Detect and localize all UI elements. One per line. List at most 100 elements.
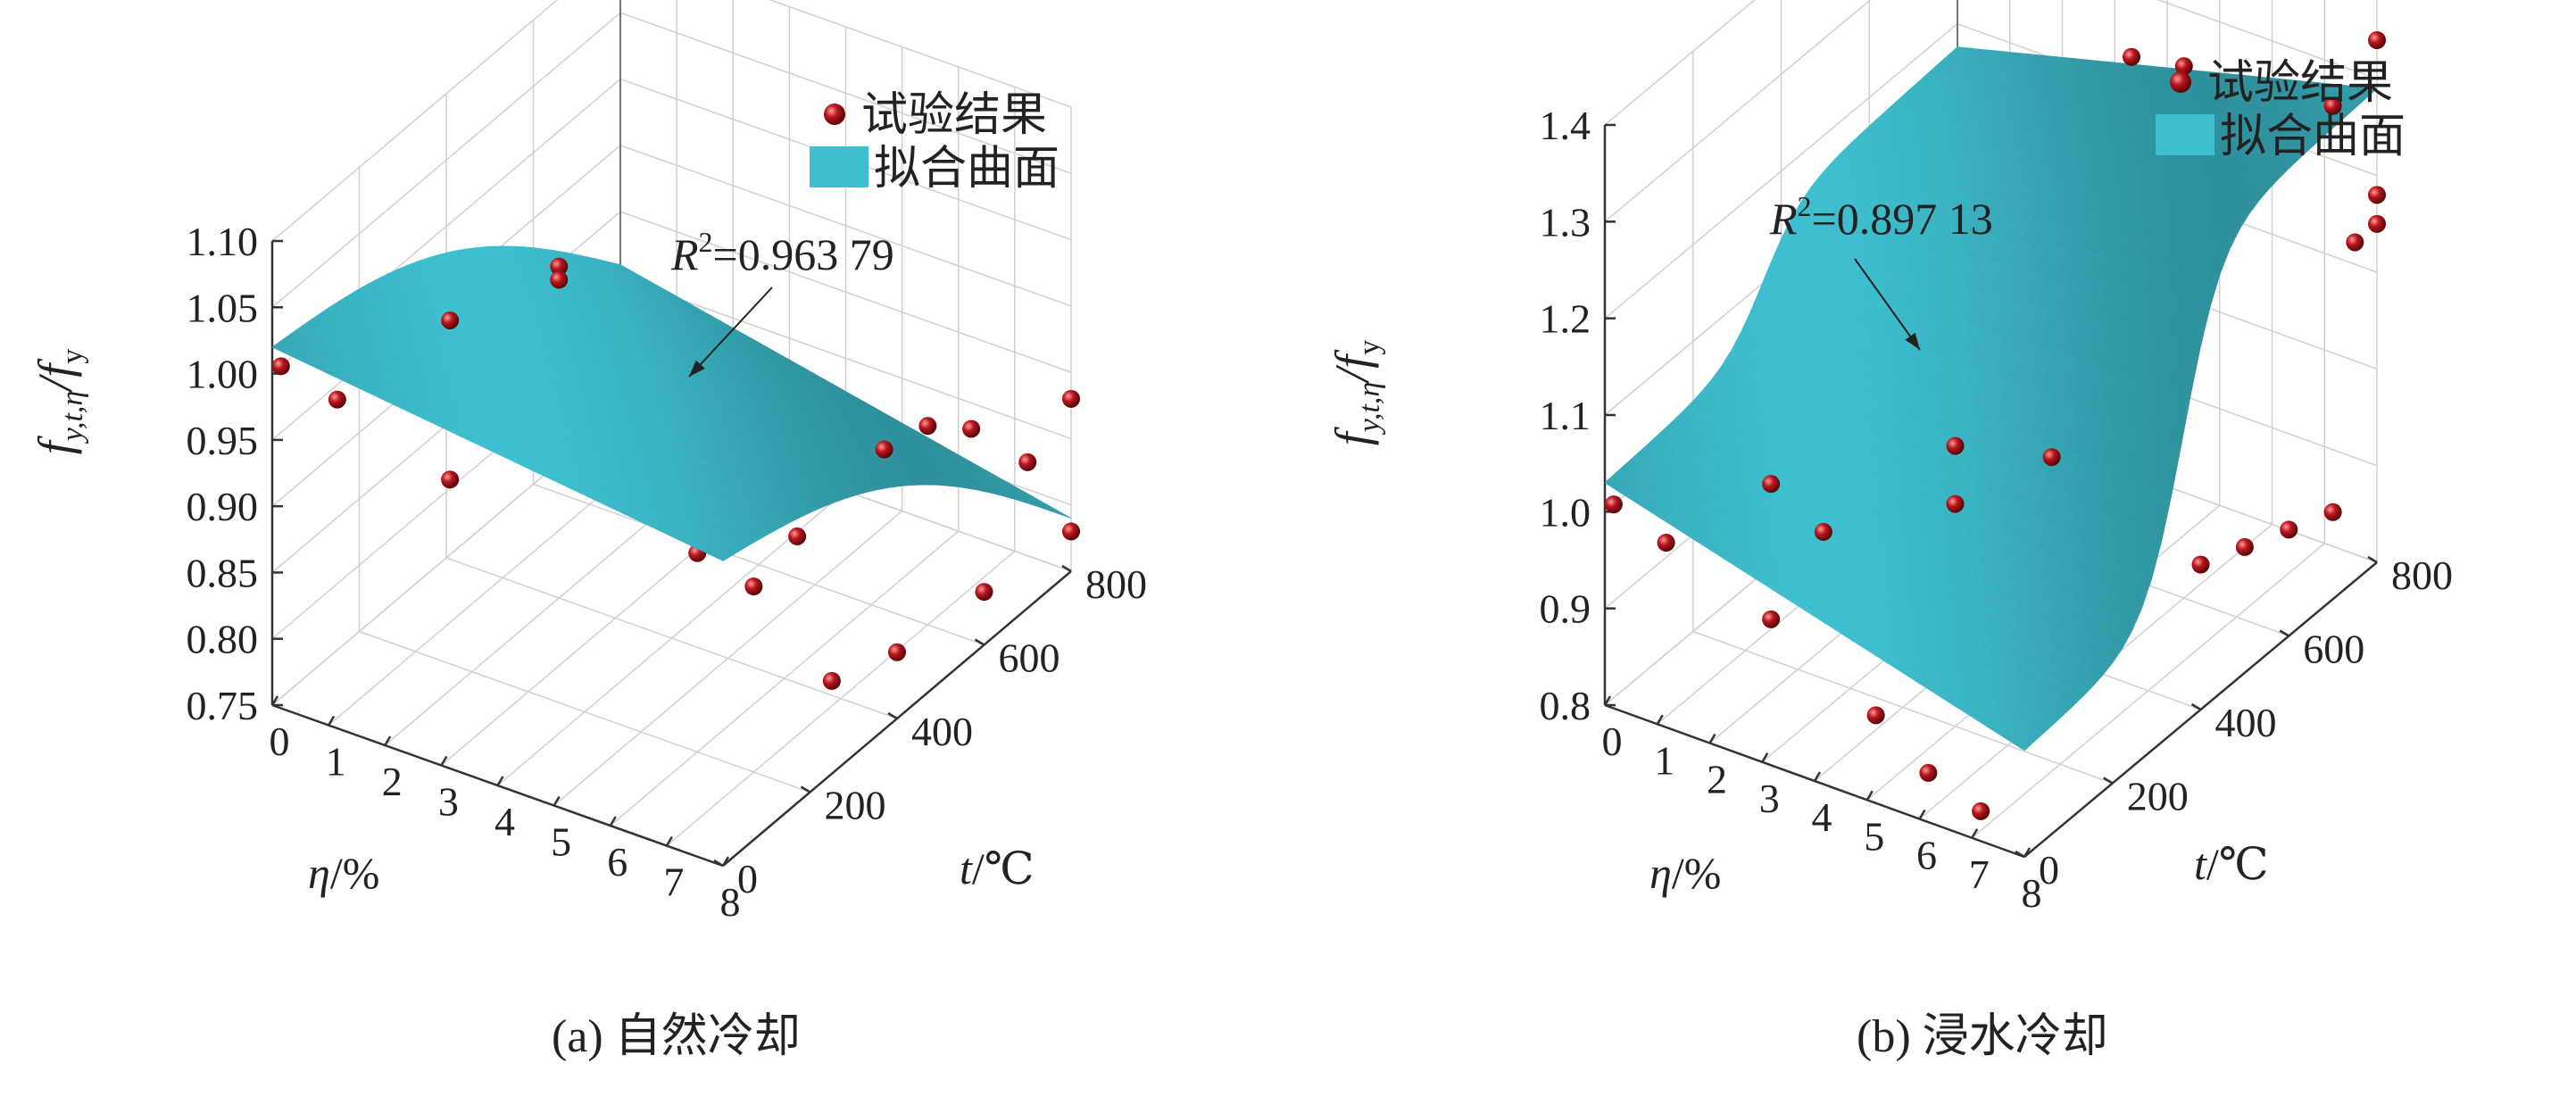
data-point [2368, 31, 2386, 49]
fitted-surface [1604, 46, 2378, 752]
data-point [2323, 96, 2342, 115]
surface-patch [1048, 507, 1072, 519]
eta-tick [1708, 733, 1716, 744]
t-tick-label: 600 [999, 636, 1060, 681]
data-point [1919, 763, 1938, 782]
r2-annotation: R2=0.963 79 [670, 226, 894, 279]
legend-points-label: 试验结果 [2207, 56, 2393, 110]
legend-surface-label: 拟合曲面 [2220, 110, 2406, 163]
eta-tick [440, 755, 448, 767]
data-point [550, 257, 569, 276]
t-tick [800, 785, 811, 793]
t-axis-title: t/℃ [2194, 839, 2269, 889]
data-point [1972, 802, 1990, 820]
eta-tick-label: 7 [663, 860, 684, 905]
eta-unit: /% [330, 848, 380, 898]
data-point [1946, 436, 1965, 455]
legend-point-marker [824, 104, 845, 125]
t-tick [2279, 629, 2289, 637]
t-tick-label: 800 [2391, 552, 2453, 598]
eta-tick-label: 6 [607, 839, 627, 885]
data-point [1657, 534, 1675, 552]
t-axis-title: t/℃ [960, 843, 1035, 893]
grid-line [359, 630, 810, 793]
data-point [1946, 494, 1965, 513]
z-tick-label: 1.2 [1540, 296, 1591, 342]
legend-point-marker [2170, 71, 2191, 93]
eta-tick [328, 715, 336, 727]
data-point [2174, 57, 2193, 76]
eta-unit: /% [1672, 848, 1722, 898]
ylabel-sub2: y [1353, 340, 1386, 355]
ylabel-sub: y,t,η [1353, 382, 1386, 436]
annotation-arrow [688, 287, 773, 378]
data-point [2191, 555, 2210, 574]
data-point [441, 470, 460, 489]
t-tick-label: 600 [2303, 627, 2364, 672]
data-point [1018, 453, 1037, 471]
eta-tick-label: 5 [551, 819, 571, 865]
eta-tick [553, 795, 561, 807]
z-axis-title: fy,t,η/fy [1325, 340, 1386, 446]
eta-tick-label: 3 [1759, 776, 1780, 821]
chart-panel-a: 0.75 0.80 0.85 0.90 0.95 1.00 1.05 1.10 0 1 2 3 4 5 6 7… [0, 0, 1288, 991]
data-point [1062, 389, 1080, 408]
t-tick [2190, 702, 2202, 711]
eta-tick [496, 776, 504, 786]
eta-tick [1656, 714, 1664, 725]
caption-b-label: (b) [1857, 1011, 1911, 1062]
r2-annotation: R2=0.897 13 [1769, 190, 1993, 244]
data-point [441, 311, 460, 329]
eta-tick [1971, 828, 1979, 839]
t-tick [2015, 850, 2025, 859]
z-tick-label: 1.4 [1540, 103, 1591, 148]
eta-tick-label: 8 [720, 879, 741, 925]
data-point [2042, 448, 2061, 467]
t-tick [2103, 777, 2114, 785]
t-tick [974, 638, 985, 646]
chart-panel-b: 0.8 0.9 1.0 1.1 1.2 1.3 1.4 0 1 2 3 4 5 6 7 8 0 200 400 600… [1288, 0, 2576, 991]
eta-tick [721, 856, 730, 867]
eta-tick [1813, 771, 1822, 782]
data-point [2235, 537, 2254, 556]
caption-a-label: (a) [552, 1011, 603, 1062]
data-point [1814, 522, 1832, 541]
r2-value: =0.897 13 [1812, 194, 1993, 244]
z-tick-label: 0.80 [187, 617, 259, 662]
data-point [550, 270, 569, 289]
data-point [822, 671, 841, 690]
z-tick-label: 1.3 [1540, 199, 1591, 245]
eta-tick-label: 0 [270, 719, 290, 764]
z-tick-label: 0.90 [187, 484, 259, 529]
data-point [2123, 47, 2140, 66]
data-point [788, 527, 807, 545]
r2-sup: 2 [1798, 190, 1812, 222]
legend-points-label: 试验结果 [861, 88, 1047, 142]
t-tick [887, 711, 898, 720]
legend-surface-label: 拟合曲面 [874, 142, 1059, 195]
data-point [875, 440, 893, 459]
eta-tick [1918, 809, 1926, 820]
data-point [2368, 186, 2386, 204]
grid-line [1692, 630, 2114, 785]
eta-axis-title: η/% [1649, 848, 1721, 898]
ylabel-sub2: y [56, 349, 89, 364]
eta-tick [1603, 695, 1612, 706]
data-point [918, 417, 937, 436]
eta-tick-label: 1 [326, 739, 346, 785]
data-point [1866, 706, 1885, 725]
t-unit: /℃ [2206, 839, 2269, 889]
legend-surface-marker [2156, 114, 2215, 155]
caption-b-text: 浸水冷却 [1922, 1009, 2108, 1063]
data-point [744, 577, 763, 595]
z-tick-label: 1.10 [187, 219, 259, 264]
t-tick [2367, 555, 2378, 564]
t-tick [1061, 564, 1072, 573]
z-axis-title: fy,t,η/fy [29, 349, 89, 455]
t-tick-label: 400 [2215, 700, 2277, 745]
t-tick-label: 0 [737, 856, 758, 901]
z-tick-label: 0.9 [1540, 586, 1591, 632]
data-point [2280, 520, 2298, 539]
